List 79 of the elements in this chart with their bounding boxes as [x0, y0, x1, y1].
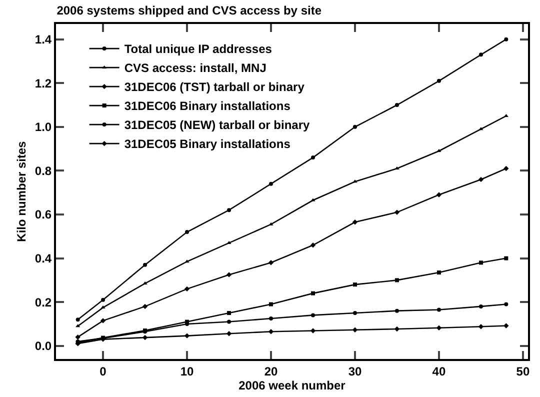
legend-label: 31DEC05 (NEW) tarball or binary — [124, 118, 310, 132]
point — [436, 325, 442, 331]
point — [184, 260, 190, 263]
point — [504, 114, 508, 117]
point — [76, 318, 80, 322]
point — [227, 208, 232, 212]
point — [227, 311, 232, 316]
point — [478, 176, 484, 182]
y-tick-label: 0.2 — [34, 295, 52, 310]
point — [310, 242, 316, 248]
point — [143, 262, 148, 267]
y-tick-label: 0.4 — [34, 251, 52, 266]
x-tick-label: 30 — [348, 364, 362, 378]
x-tick-label: 0 — [100, 364, 107, 378]
point — [478, 324, 484, 330]
y-axis-title: Kilo number sites — [14, 140, 29, 242]
point — [504, 256, 508, 260]
legend-label: 31DEC05 Binary installations — [124, 137, 291, 152]
point — [311, 291, 315, 296]
y-tick-label: 0.6 — [34, 208, 52, 222]
point — [504, 166, 509, 172]
point — [226, 272, 232, 278]
point — [436, 148, 442, 152]
y-tick-label: 1.2 — [34, 76, 52, 90]
point — [478, 304, 483, 308]
point — [394, 308, 399, 313]
point — [436, 192, 442, 198]
point — [227, 320, 232, 324]
point — [310, 198, 316, 202]
point — [352, 124, 357, 129]
point — [226, 240, 232, 244]
point — [185, 230, 190, 234]
point — [436, 78, 441, 83]
point — [478, 52, 483, 57]
point — [268, 260, 274, 266]
point — [268, 329, 274, 334]
point — [184, 286, 190, 292]
y-tick-label: 0.8 — [34, 164, 52, 178]
point — [310, 328, 316, 334]
point — [436, 270, 441, 275]
point — [142, 304, 148, 310]
point — [269, 182, 273, 186]
point — [269, 302, 273, 306]
point — [101, 298, 106, 302]
legend-label: 31DEC06 Binary installations — [124, 99, 291, 114]
chart-title: 2006 systems shipped and CVS access by site — [56, 3, 322, 18]
point — [269, 316, 273, 320]
point — [504, 302, 508, 306]
point — [352, 220, 358, 225]
y-tick-label: 1.0 — [34, 120, 52, 134]
point — [311, 156, 315, 160]
point — [394, 210, 400, 215]
y-tick-label: 0.0 — [34, 339, 52, 354]
legend-label: CVS access: install, MNJ — [124, 61, 266, 76]
point — [504, 37, 508, 42]
point — [504, 323, 509, 328]
legend-label: Total unique IP addresses — [124, 42, 272, 56]
point — [311, 313, 315, 318]
point — [100, 318, 106, 324]
x-axis-title: 2006 week number — [238, 378, 346, 392]
x-tick-label: 10 — [180, 364, 194, 378]
point — [394, 278, 399, 282]
point — [226, 331, 232, 336]
point — [75, 334, 80, 340]
point — [142, 281, 148, 284]
legend-label: 31DEC06 (TST) tarball or binary — [124, 80, 305, 94]
point — [352, 311, 357, 316]
point — [352, 327, 358, 332]
point — [436, 308, 441, 312]
point — [268, 222, 274, 226]
point — [478, 260, 483, 265]
point — [394, 103, 399, 108]
x-tick-label: 50 — [516, 364, 530, 378]
point — [184, 333, 190, 338]
x-tick-label: 20 — [264, 364, 278, 378]
point — [352, 282, 357, 287]
y-tick-label: 1.4 — [34, 32, 52, 47]
point — [100, 306, 106, 309]
x-tick-label: 40 — [432, 364, 446, 378]
